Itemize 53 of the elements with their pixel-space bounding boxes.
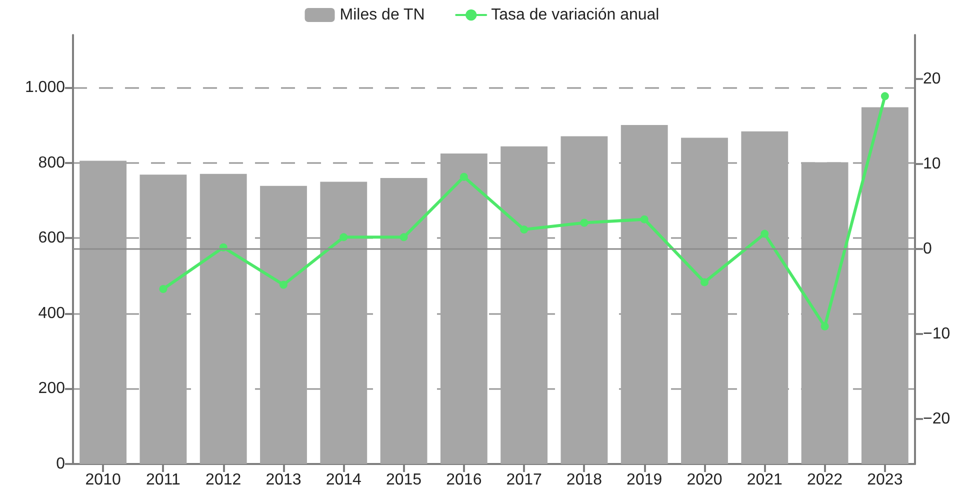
- point: [580, 218, 588, 227]
- x-tick-label: 2022: [806, 472, 843, 488]
- y2-tick-label: −20: [923, 410, 950, 428]
- y-tick-label: 800: [38, 154, 66, 172]
- x-tick-label: 2012: [206, 472, 242, 488]
- x-tick-label: 2013: [266, 472, 302, 488]
- point: [880, 92, 889, 100]
- y2-tick-label: 10: [923, 156, 941, 173]
- legend-label: Miles de TN: [340, 6, 425, 24]
- point: [820, 322, 829, 330]
- x-tick-label: 2015: [386, 472, 422, 488]
- bar: [380, 178, 428, 464]
- bar: [440, 154, 488, 464]
- bar: [260, 186, 307, 464]
- point: [280, 280, 288, 289]
- point: [520, 226, 528, 234]
- x-tick-label: 2010: [85, 472, 121, 488]
- bar: [140, 174, 187, 464]
- point: [460, 172, 468, 181]
- y-tick-label: 1.000: [24, 79, 66, 96]
- y-tick-label: 600: [38, 230, 66, 247]
- x-tick-label: 2011: [146, 472, 181, 488]
- x-tick-label: 2020: [686, 472, 722, 488]
- point: [640, 215, 648, 224]
- bar: [681, 138, 728, 464]
- bar: [620, 124, 668, 464]
- x-tick-label: 2017: [506, 472, 542, 488]
- x-tick-label: 2014: [326, 472, 362, 488]
- legend-label: Tasa de variación anual: [491, 6, 660, 24]
- bar: [200, 174, 247, 464]
- point: [700, 278, 708, 286]
- point: [159, 285, 168, 293]
- point: [760, 230, 769, 238]
- x-tick-label: 2023: [867, 472, 903, 488]
- bar: [560, 136, 608, 464]
- bar: [500, 146, 548, 464]
- bar: [741, 131, 788, 464]
- bar: [801, 162, 848, 464]
- bar: [80, 160, 127, 464]
- bar: [320, 182, 368, 464]
- x-tick-label: 2016: [446, 472, 482, 488]
- y-tick-label: 0: [56, 456, 66, 472]
- point: [400, 233, 408, 242]
- y-tick-label: 400: [38, 304, 66, 322]
- x-tick-label: 2019: [626, 472, 662, 488]
- y2-tick-label: −10: [923, 326, 950, 343]
- bar: [861, 107, 908, 464]
- y2-tick-label: 20: [923, 70, 941, 88]
- x-tick-label: 2021: [746, 472, 783, 488]
- x-tick-label: 2018: [566, 472, 602, 488]
- y-tick-label: 200: [38, 380, 66, 398]
- point: [340, 233, 348, 242]
- y2-tick-label: 0: [923, 240, 932, 258]
